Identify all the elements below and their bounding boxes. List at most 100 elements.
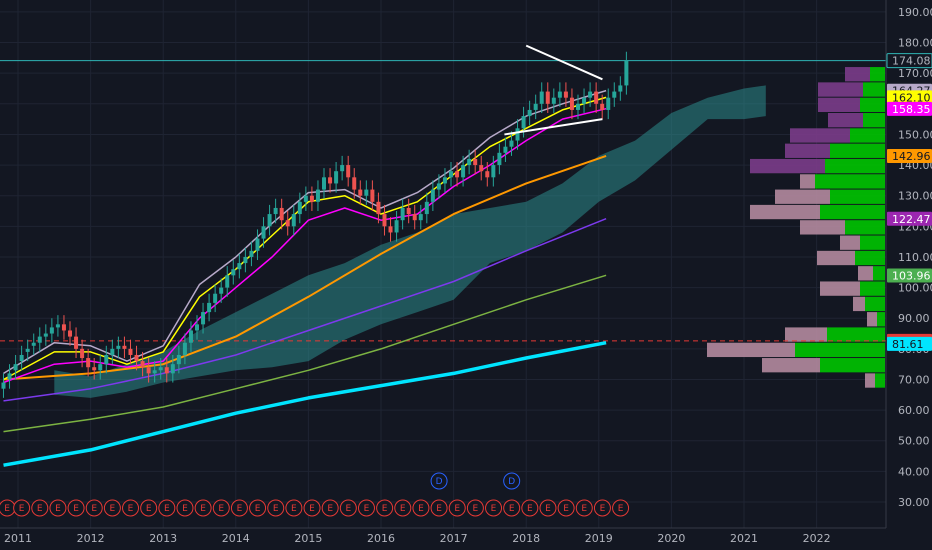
candle-body xyxy=(80,348,85,359)
earnings-marker[interactable] xyxy=(230,499,248,517)
triangle-trendline xyxy=(504,118,603,136)
candle-body xyxy=(412,214,417,221)
price-tag xyxy=(887,268,932,283)
earnings-marker[interactable] xyxy=(103,499,121,517)
earnings-marker[interactable] xyxy=(376,499,394,517)
earnings-marker[interactable] xyxy=(122,499,140,517)
earnings-marker[interactable] xyxy=(539,499,557,517)
earnings-marker[interactable] xyxy=(31,499,49,517)
candle-body xyxy=(110,348,115,355)
earnings-marker[interactable] xyxy=(612,499,630,517)
volume-bar-buy xyxy=(827,327,885,342)
earnings-marker[interactable] xyxy=(49,499,67,517)
price-tick-label: 40.00 xyxy=(898,465,930,478)
candle-body xyxy=(55,324,60,328)
earnings-marker[interactable] xyxy=(303,499,321,517)
triangle-pattern xyxy=(504,44,603,136)
earnings-marker[interactable] xyxy=(430,499,448,517)
candle-body xyxy=(291,214,296,227)
price-tag xyxy=(887,336,932,351)
volume-bar-sell xyxy=(800,220,845,235)
candle-body xyxy=(68,330,73,337)
candle-body xyxy=(37,336,42,343)
price-tag xyxy=(886,53,932,69)
volume-bar-buy xyxy=(830,143,885,158)
earnings-marker[interactable] xyxy=(593,499,611,517)
candle-body xyxy=(309,195,314,202)
earnings-marker[interactable] xyxy=(339,499,357,517)
volume-bar-buy xyxy=(877,312,885,327)
candle-body xyxy=(467,158,472,166)
year-tick-label: 2017 xyxy=(440,532,468,545)
moving-average-line xyxy=(3,89,607,375)
event-markers[interactable]: E E E E E E E E E E E E E E E E E E E E E E E E E E E E E E E E E E E D D xyxy=(0,472,630,517)
candle-body xyxy=(213,293,218,303)
candle-body xyxy=(563,91,568,98)
candle-body xyxy=(104,354,109,365)
candle-body xyxy=(1,382,6,389)
earnings-marker[interactable] xyxy=(394,499,412,517)
candle-body xyxy=(7,373,12,380)
price-tag-label: 158.35 xyxy=(892,103,931,116)
earnings-marker[interactable] xyxy=(212,499,230,517)
earnings-marker-label: E xyxy=(382,504,388,514)
earnings-marker[interactable] xyxy=(503,499,521,517)
volume-bar-sell xyxy=(762,358,820,373)
earnings-marker-label: E xyxy=(364,504,370,514)
earnings-marker-label: E xyxy=(454,504,460,514)
earnings-marker[interactable] xyxy=(357,499,375,517)
volume-bar-sell xyxy=(750,204,820,220)
volume-bar-sell xyxy=(845,67,870,82)
earnings-marker-label: E xyxy=(473,504,479,514)
volume-profile xyxy=(707,67,885,388)
candle-body xyxy=(455,171,460,178)
candle-body xyxy=(267,214,272,227)
year-tick-label: 2022 xyxy=(803,532,831,545)
earnings-marker[interactable] xyxy=(249,499,267,517)
earnings-marker[interactable] xyxy=(158,499,176,517)
earnings-marker[interactable] xyxy=(448,499,466,517)
volume-bar-buy xyxy=(855,250,885,266)
candle-body xyxy=(521,116,526,129)
earnings-marker-label: E xyxy=(400,504,406,514)
candle-body xyxy=(376,201,381,215)
earnings-marker[interactable] xyxy=(140,499,158,517)
price-tag-label: 81.61 xyxy=(892,338,924,351)
candle-body xyxy=(164,367,169,374)
candle-body xyxy=(176,354,181,365)
earnings-marker[interactable] xyxy=(285,499,303,517)
dividend-marker[interactable] xyxy=(503,472,521,490)
earnings-marker[interactable] xyxy=(412,499,430,517)
earnings-marker[interactable] xyxy=(13,499,31,517)
earnings-marker[interactable] xyxy=(176,499,194,517)
candle-body xyxy=(322,177,327,190)
candle-body xyxy=(43,333,48,337)
dividend-marker[interactable] xyxy=(430,472,448,490)
earnings-marker[interactable] xyxy=(485,499,503,517)
earnings-marker[interactable] xyxy=(67,499,85,517)
candle-body xyxy=(273,207,278,215)
volume-bar-sell xyxy=(865,373,875,388)
earnings-marker[interactable] xyxy=(85,499,103,517)
earnings-marker[interactable] xyxy=(466,499,484,517)
candle-body xyxy=(225,275,230,288)
time-axis[interactable]: 2011 2012 2013 2014 2015 2016 2017 2018 2019 2020… xyxy=(4,532,831,545)
volume-bar-sell xyxy=(840,235,860,250)
earnings-marker[interactable] xyxy=(267,499,285,517)
earnings-marker[interactable] xyxy=(521,499,539,517)
candle-body xyxy=(231,269,236,276)
candle-body xyxy=(569,97,574,110)
earnings-marker[interactable] xyxy=(557,499,575,517)
earnings-marker-label: E xyxy=(19,504,25,514)
earnings-marker[interactable] xyxy=(194,499,212,517)
candle-body xyxy=(61,324,66,331)
volume-bar-buy xyxy=(825,158,885,174)
candle-body xyxy=(491,165,496,178)
earnings-marker-label: E xyxy=(345,504,351,514)
earnings-marker[interactable] xyxy=(575,499,593,517)
volume-bar-sell xyxy=(820,281,860,296)
earnings-marker[interactable] xyxy=(321,499,339,517)
volume-bar-buy xyxy=(860,235,885,250)
candle-body xyxy=(479,165,484,172)
